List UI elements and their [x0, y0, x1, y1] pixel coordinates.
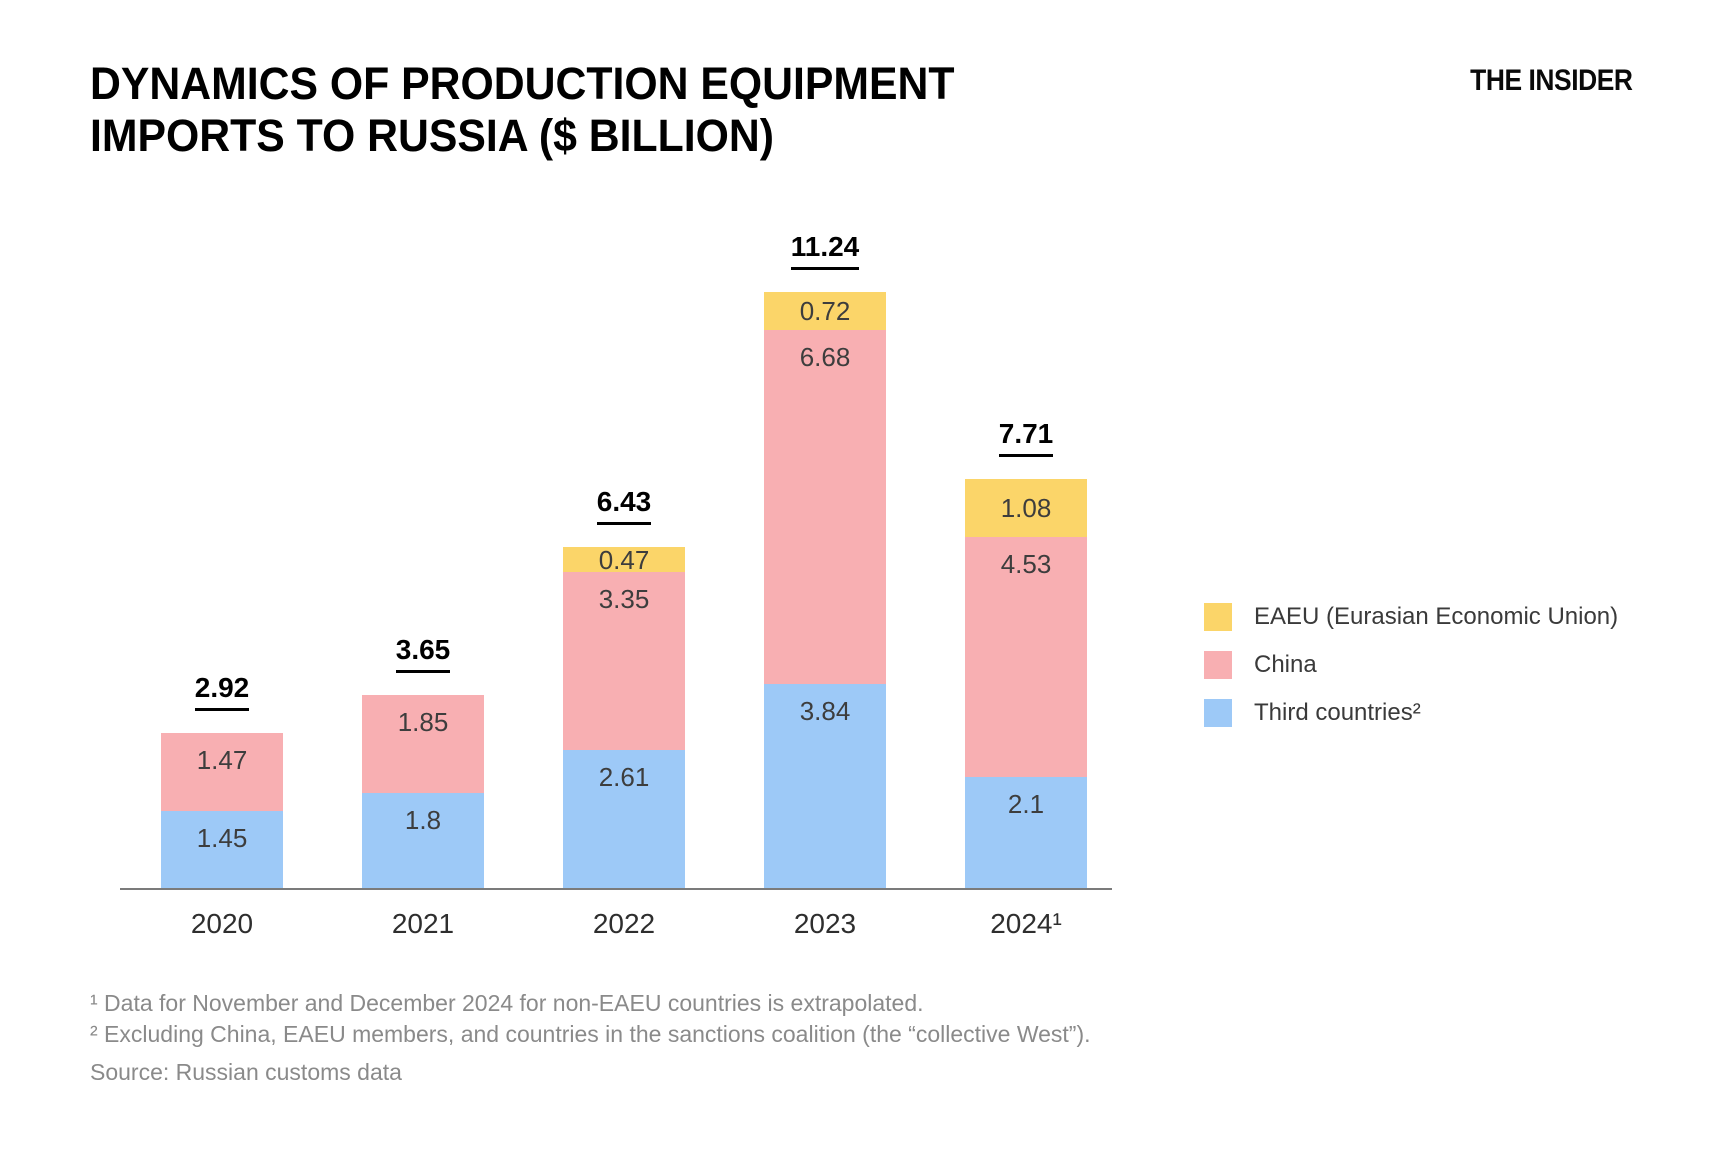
bar-segment: 6.68 [764, 330, 886, 685]
bar-total-label: 3.65 [395, 635, 451, 673]
source-note: Source: Russian customs data [90, 1059, 402, 1085]
bar-segment-label: 4.53 [1000, 548, 1052, 579]
bar-segment: 2.1 [965, 776, 1087, 888]
bar-segment: 3.35 [563, 572, 685, 750]
bar-total-label: 11.24 [790, 233, 860, 271]
page-title-line-1: DYNAMICS OF PRODUCTION EQUIPMENT [90, 58, 955, 109]
bar-segment-label: 2.1 [1007, 788, 1045, 819]
brand-logo: THE INSIDER [1470, 64, 1634, 97]
bar-segment-label: 3.84 [799, 696, 851, 727]
bar-segment-label: 3.35 [598, 584, 650, 615]
x-axis-label: 2021 [391, 908, 455, 939]
bar-segment-label: 2.61 [598, 761, 650, 792]
bar-segment: 3.84 [764, 684, 886, 888]
bar-segment: 1.85 [362, 694, 484, 793]
bar-segment: 1.08 [965, 479, 1087, 537]
footnote-1: ¹ Data for November and December 2024 fo… [90, 990, 924, 1016]
bar-segment-label: 6.68 [799, 342, 851, 373]
legend-row: Third countries² [1204, 699, 1618, 727]
legend-row: China [1204, 651, 1618, 679]
legend-row: EAEU (Eurasian Economic Union) [1204, 603, 1618, 631]
bar-segment: 1.45 [161, 811, 283, 888]
bar-column: 2.92 1.47 1.45 [161, 674, 283, 888]
bar-segment-label: 0.47 [598, 544, 650, 575]
x-axis-label: 2023 [793, 908, 857, 939]
bar-total-label: 7.71 [998, 420, 1054, 458]
page-title-line-2: IMPORTS TO RUSSIA ($ BILLION) [90, 110, 775, 161]
bar-segment: 4.53 [965, 536, 1087, 777]
bar-segment-label: 1.8 [404, 804, 442, 835]
bar-segment: 2.61 [563, 749, 685, 888]
x-axis-labels: 2020 2021 2022 2023 2024¹ [120, 908, 1112, 940]
legend-item-label: Third countries² [1254, 699, 1421, 726]
bar-segment: 0.47 [563, 544, 685, 575]
bar-column: 11.24 0.72 6.68 3.84 [764, 233, 886, 888]
bar-column: 3.65 1.85 1.8 [362, 635, 484, 888]
bar-column: 7.71 1.08 4.53 2.1 [965, 420, 1087, 888]
footnote-2: ² Excluding China, EAEU members, and cou… [90, 1021, 1091, 1047]
legend-item-label: EAEU (Eurasian Economic Union) [1254, 603, 1619, 630]
bar-segment: 0.72 [764, 292, 886, 331]
legend-swatch [1204, 699, 1232, 727]
bar-segment-label: 0.72 [799, 296, 851, 327]
page-title: DYNAMICS OF PRODUCTION EQUIPMENT IMPORTS… [90, 58, 955, 162]
footnotes: ¹ Data for November and December 2024 fo… [90, 988, 1091, 1088]
legend-swatch [1204, 603, 1232, 631]
bar-total-label: 6.43 [596, 488, 652, 526]
plot-area: 2.92 1.47 1.45 3.65 1.85 1.8 6.43 0.47 3.35 2.61 1… [120, 218, 1112, 890]
x-axis-label: 2020 [190, 908, 254, 939]
legend-swatch [1204, 651, 1232, 679]
bar-segment-label: 1.45 [196, 823, 248, 854]
legend-item-label: China [1254, 651, 1317, 678]
bar-segment-label: 1.85 [397, 706, 449, 737]
x-axis-label: 2022 [592, 908, 656, 939]
bar-column: 6.43 0.47 3.35 2.61 [563, 488, 685, 888]
bar-total-label: 2.92 [194, 674, 250, 712]
bar-segment: 1.8 [362, 792, 484, 888]
bar-segment-label: 1.08 [1000, 493, 1052, 523]
bar-segment-label: 1.47 [196, 745, 248, 776]
legend: EAEU (Eurasian Economic Union) China Third… [1204, 603, 1618, 727]
x-axis-label: 2024¹ [990, 908, 1062, 939]
bar-segment: 1.47 [161, 733, 283, 812]
